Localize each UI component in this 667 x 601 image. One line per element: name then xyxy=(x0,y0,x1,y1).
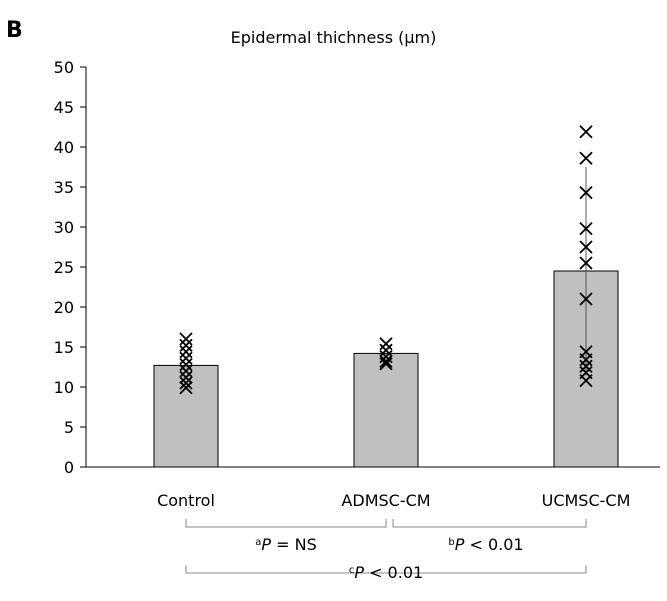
x-category-label: UCMSC-CM xyxy=(542,491,631,510)
data-point-x-marker xyxy=(579,151,593,165)
data-point-x-marker xyxy=(379,354,393,369)
bracket-admsc-ucmsc xyxy=(392,519,587,528)
p-value-annotation: cP < 0.01 xyxy=(348,563,424,582)
bracket-control-ucmsc xyxy=(185,565,587,574)
bracket-control-admsc xyxy=(185,519,387,528)
data-point-x-marker xyxy=(179,364,193,378)
data-point-x-marker xyxy=(379,337,393,351)
y-tick-label: 50 xyxy=(54,58,74,77)
data-point-x-marker xyxy=(579,240,593,254)
data-point-x-marker xyxy=(579,353,593,367)
data-point-x-marker xyxy=(579,359,593,373)
data-point-x-marker xyxy=(179,345,193,359)
y-tick-label: 35 xyxy=(54,178,74,197)
bar-admsc-cm xyxy=(353,352,419,468)
data-point-x-marker xyxy=(579,256,593,270)
data-point-x-marker xyxy=(179,376,193,390)
p-value-annotation: bP < 0.01 xyxy=(448,535,524,554)
y-tick-label: 45 xyxy=(54,98,74,117)
y-tick-label: 20 xyxy=(54,298,74,317)
chart-title: Epidermal thichness (μm) xyxy=(230,28,437,47)
data-point-x-marker xyxy=(379,343,393,357)
data-point-x-marker xyxy=(579,221,593,236)
panel-label: B xyxy=(6,18,23,43)
data-point-x-marker xyxy=(379,357,393,371)
y-tick-label: 30 xyxy=(54,218,74,237)
p-value-annotation: aP = NS xyxy=(255,535,317,554)
data-point-x-marker xyxy=(579,125,593,139)
y-tick-label: 0 xyxy=(64,458,74,477)
x-category-label: Control xyxy=(157,491,215,510)
y-tick-label: 15 xyxy=(54,338,74,357)
y-tick-label: 25 xyxy=(54,258,74,277)
data-point-x-marker xyxy=(179,370,193,385)
x-category-label: ADMSC-CM xyxy=(341,491,430,510)
data-point-x-marker xyxy=(179,351,193,365)
data-point-x-marker xyxy=(579,292,593,306)
data-point-x-marker xyxy=(579,185,593,200)
data-point-x-marker xyxy=(179,338,193,353)
data-point-x-marker xyxy=(579,373,593,388)
y-tick-label: 10 xyxy=(54,378,74,397)
data-point-x-marker xyxy=(179,381,193,395)
data-point-x-marker xyxy=(179,357,193,372)
y-tick-label: 5 xyxy=(64,418,74,437)
bar-control xyxy=(153,364,219,468)
y-tick-label: 40 xyxy=(54,138,74,157)
data-point-x-marker xyxy=(179,332,193,346)
